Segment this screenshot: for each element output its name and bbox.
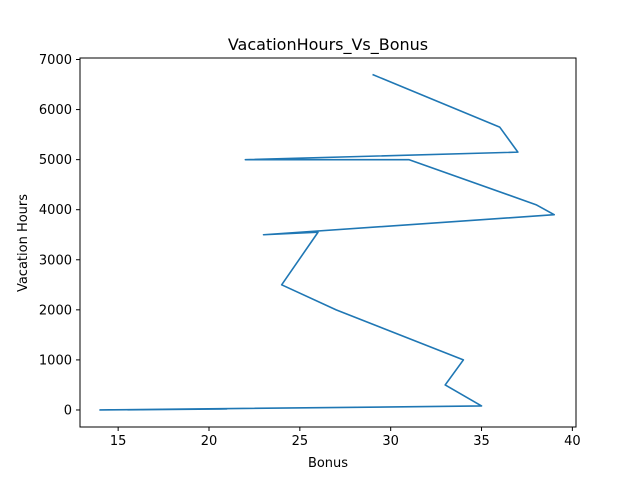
x-tick-label: 30: [382, 434, 399, 449]
x-tick-label: 25: [292, 434, 309, 449]
x-tick-label: 15: [110, 434, 127, 449]
y-axis-title: Vacation Hours: [16, 194, 31, 292]
x-tick-label: 35: [473, 434, 490, 449]
y-axis: 0 1000 2000 3000 4000 5000 6000 7000: [39, 53, 80, 418]
x-axis: 15 20 25 30 35 40: [110, 427, 581, 449]
plot-area: [80, 58, 576, 427]
y-tick-label: 2000: [39, 303, 72, 318]
x-tick-label: 20: [201, 434, 218, 449]
chart-title: VacationHours_Vs_Bonus: [228, 35, 428, 55]
y-tick-label: 4000: [39, 203, 72, 218]
y-tick-label: 5000: [39, 153, 72, 168]
y-tick-label: 0: [64, 403, 72, 418]
x-axis-title: Bonus: [308, 456, 348, 471]
y-tick-label: 1000: [39, 353, 72, 368]
y-tick-label: 3000: [39, 253, 72, 268]
x-tick-label: 40: [564, 434, 581, 449]
plot-frame: [79, 57, 577, 428]
series-line: [99, 73, 556, 411]
y-tick-label: 7000: [39, 53, 72, 68]
y-tick-label: 6000: [39, 103, 72, 118]
series-layer: [99, 73, 556, 411]
